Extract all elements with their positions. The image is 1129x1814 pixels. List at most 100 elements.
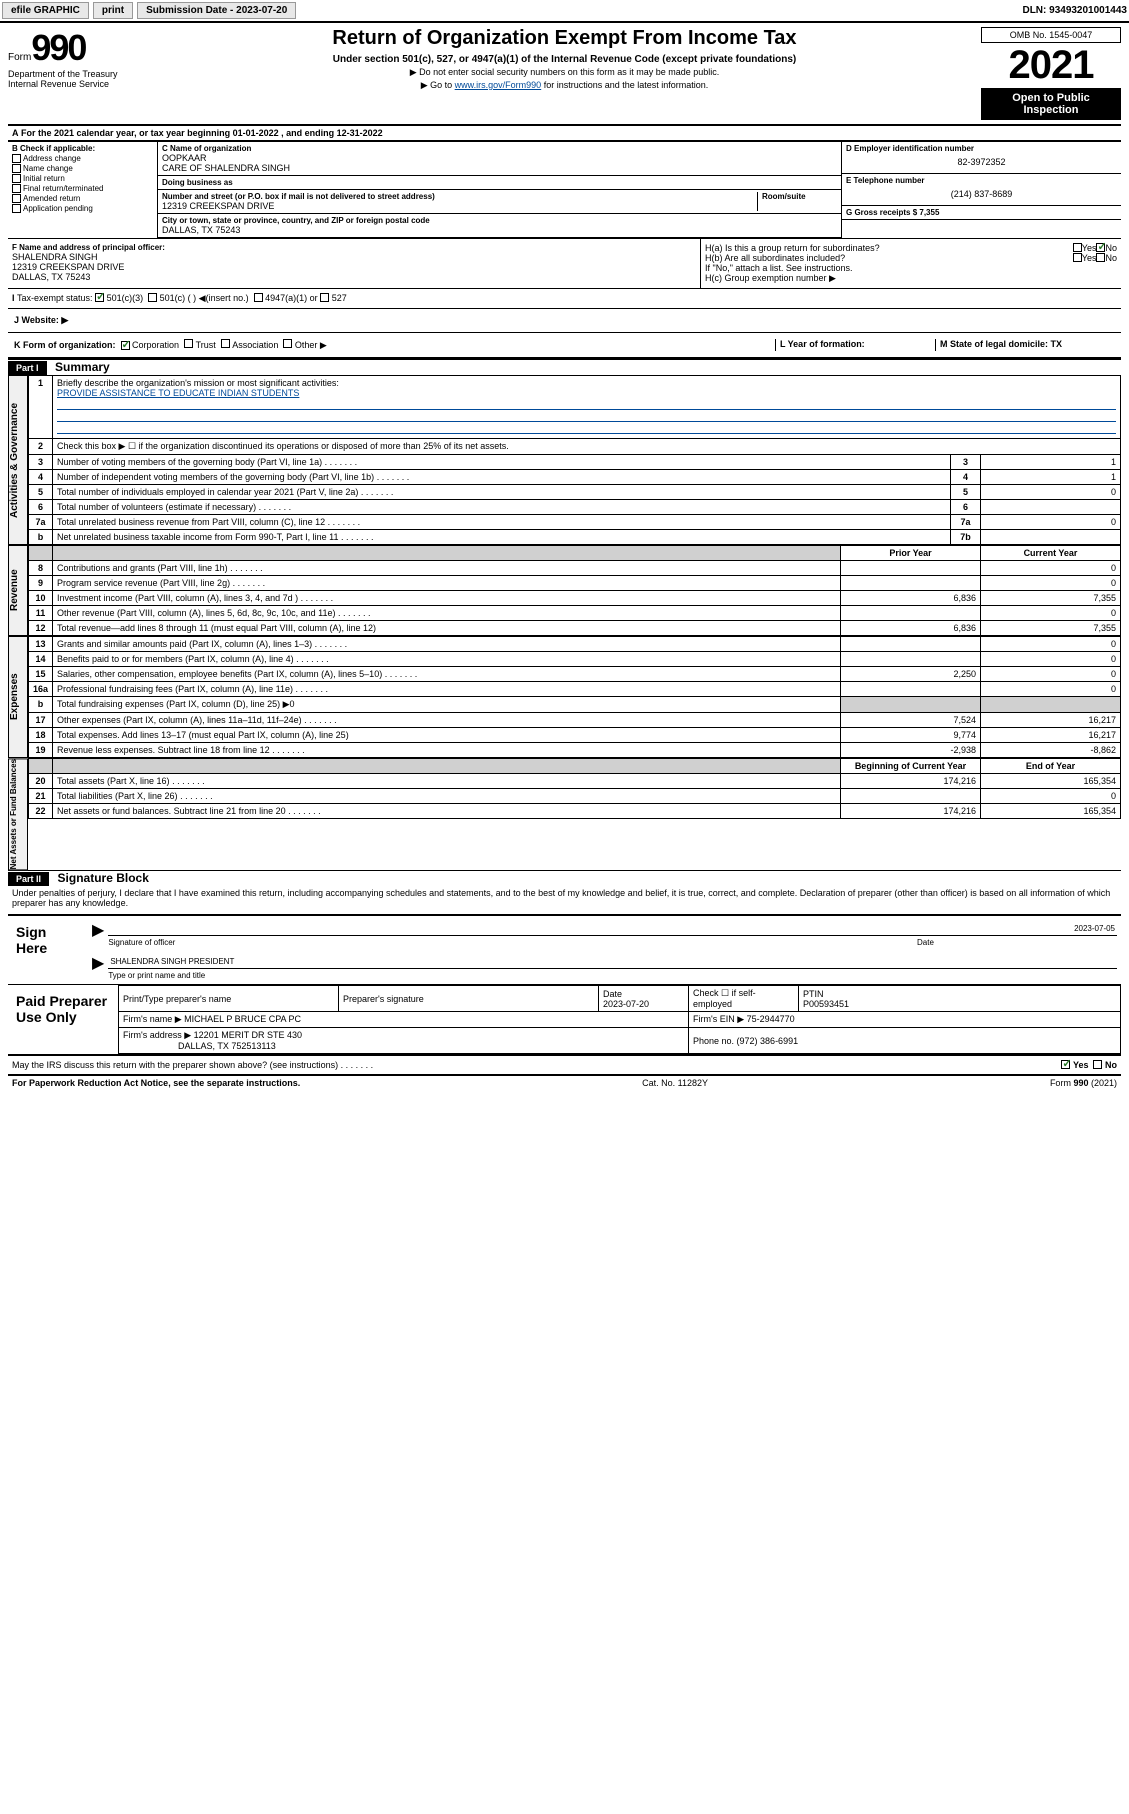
g-receipts: G Gross receipts $ 7,355 [846,208,1117,217]
irs-link[interactable]: www.irs.gov/Form990 [455,80,542,90]
firm-phone: Phone no. (972) 386-6991 [689,1028,1121,1054]
addr-value: 12319 CREEKSPAN DRIVE [162,201,757,211]
line3-desc: Number of voting members of the governin… [53,455,951,470]
line20-prior: 174,216 [841,774,981,789]
amended-return-checkbox[interactable] [12,194,21,203]
line22-desc: Net assets or fund balances. Subtract li… [53,804,841,819]
line15-current: 0 [981,667,1121,682]
c-label: C Name of organization [162,144,837,153]
line12-desc: Total revenue—add lines 8 through 11 (mu… [53,621,841,636]
print-button[interactable]: print [93,2,133,19]
527-label: 527 [332,293,347,304]
j-website-label: Website: ▶ [22,315,69,326]
city-label: City or town, state or province, country… [162,216,837,225]
501c-checkbox[interactable] [148,293,157,302]
line1-label: Briefly describe the organization's miss… [57,378,339,388]
hb-no: No [1105,253,1117,263]
line19-desc: Revenue less expenses. Subtract line 18 … [53,743,841,758]
line13-prior [841,637,981,652]
prep-date: 2023-07-20 [603,999,649,1009]
form-label: Form [8,52,31,63]
prep-sig-label: Preparer's signature [339,986,599,1012]
4947-checkbox[interactable] [254,293,263,302]
part2-subtitle: Signature Block [52,869,155,887]
h-note: If "No," attach a list. See instructions… [705,263,1117,273]
final-return-label: Final return/terminated [23,184,103,193]
line8-desc: Contributions and grants (Part VIII, lin… [53,561,841,576]
activities-governance-label: Activities & Governance [8,375,28,545]
line17-current: 16,217 [981,713,1121,728]
line15-num: 15 [29,667,53,682]
ha-yes-checkbox[interactable] [1073,243,1082,252]
application-pending-checkbox[interactable] [12,204,21,213]
application-pending-label: Application pending [23,204,93,213]
name-change-checkbox[interactable] [12,164,21,173]
officer-addr1: 12319 CREEKSPAN DRIVE [12,262,696,272]
firm-addr: 12201 MERIT DR STE 430 [194,1030,302,1040]
line8-prior [841,561,981,576]
other-checkbox[interactable] [283,339,292,348]
line10-prior: 6,836 [841,591,981,606]
sign-here-label: Sign Here [8,916,88,984]
firm-addr-label: Firm's address ▶ [123,1030,191,1040]
address-change-checkbox[interactable] [12,154,21,163]
line4-desc: Number of independent voting members of … [53,470,951,485]
line12-num: 12 [29,621,53,636]
final-return-checkbox[interactable] [12,184,21,193]
line16b-desc: Total fundraising expenses (Part IX, col… [53,697,841,713]
line6-val [981,500,1121,515]
line8-num: 8 [29,561,53,576]
hc-label: H(c) Group exemption number ▶ [705,273,1117,284]
efile-button[interactable]: efile GRAPHIC [2,2,89,19]
discuss-yes-checkbox[interactable] [1061,1060,1070,1069]
line6-desc: Total number of volunteers (estimate if … [53,500,951,515]
line19-num: 19 [29,743,53,758]
part2-header: Part II [8,872,49,886]
501c3-checkbox[interactable] [95,293,104,302]
line9-desc: Program service revenue (Part VIII, line… [53,576,841,591]
line17-desc: Other expenses (Part IX, column (A), lin… [53,713,841,728]
corp-checkbox[interactable] [121,341,130,350]
line9-current: 0 [981,576,1121,591]
sig-date: 2023-07-05 [1074,924,1115,933]
discuss-no-checkbox[interactable] [1093,1060,1102,1069]
527-checkbox[interactable] [320,293,329,302]
line19-current: -8,862 [981,743,1121,758]
corp-label: Corporation [132,340,179,350]
discuss-text: May the IRS discuss this return with the… [12,1060,1061,1070]
irs-label: Internal Revenue Service [8,79,148,89]
ha-no-checkbox[interactable] [1096,243,1105,252]
assoc-checkbox[interactable] [221,339,230,348]
net-assets-label: Net Assets or Fund Balances [8,758,28,870]
line22-current: 165,354 [981,804,1121,819]
hb-no-checkbox[interactable] [1096,253,1105,262]
4947-label: 4947(a)(1) or [265,293,318,304]
trust-checkbox[interactable] [184,339,193,348]
line10-num: 10 [29,591,53,606]
b-label: B Check if applicable: [12,144,153,153]
care-of: CARE OF SHALENDRA SINGH [162,163,837,173]
line17-num: 17 [29,713,53,728]
line16b-num: b [29,697,53,713]
line7b-num: b [29,530,53,545]
dba-label: Doing business as [162,178,837,187]
line6-ref: 6 [951,500,981,515]
line20-desc: Total assets (Part X, line 16) [53,774,841,789]
form-number-box: Form990 Department of the Treasury Inter… [8,27,148,120]
sig-arrow2-icon: ▶ [92,953,104,980]
line10-desc: Investment income (Part VIII, column (A)… [53,591,841,606]
hb-yes-checkbox[interactable] [1073,253,1082,262]
org-name: OOPKAAR [162,153,837,163]
sig-arrow-icon: ▶ [92,920,104,947]
line3-num: 3 [29,455,53,470]
ptin-label: PTIN [803,989,824,999]
line11-current: 0 [981,606,1121,621]
firm-name-label: Firm's name ▶ [123,1014,182,1024]
goto-suffix: for instructions and the latest informat… [541,80,708,90]
submission-date-label: Submission Date - 2023-07-20 [137,2,296,19]
line20-current: 165,354 [981,774,1121,789]
line9-num: 9 [29,576,53,591]
line5-val: 0 [981,485,1121,500]
date-label: Date [917,938,1117,947]
initial-return-checkbox[interactable] [12,174,21,183]
